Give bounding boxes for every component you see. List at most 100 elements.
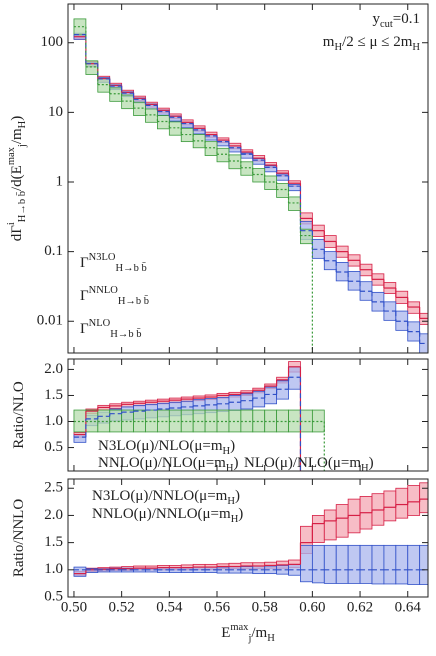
uncertainty-band	[216, 139, 230, 147]
uncertainty-band	[168, 121, 182, 136]
y-tick-label: 2.0	[44, 361, 63, 377]
uncertainty-band	[121, 94, 134, 110]
uncertainty-band	[407, 544, 421, 585]
y-tick-label: 1.0	[44, 561, 63, 577]
text-part: H	[334, 42, 342, 53]
text-part: m	[323, 34, 335, 50]
uncertainty-band	[109, 87, 123, 102]
uncertainty-band	[395, 544, 409, 585]
text-part: =0.1	[393, 11, 420, 27]
text-part: j	[247, 633, 251, 644]
text-part: NNLO(μ)/NNLO(μ=m	[92, 506, 231, 522]
text-part: N3LO	[89, 252, 116, 263]
text-part: N3LO(μ)/NLO(μ=m	[98, 438, 223, 454]
text-part: dΓ	[9, 225, 25, 242]
uncertainty-band	[371, 544, 385, 585]
text-part: H	[226, 463, 234, 474]
uncertainty-band	[73, 434, 87, 443]
uncertainty-band	[276, 183, 289, 198]
plot-area	[73, 361, 325, 471]
frame	[67, 3, 429, 354]
text-part: H→b b̄	[116, 262, 147, 274]
text-part: max	[230, 622, 249, 633]
annotation: mH/2 ≤ μ ≤ 2mH	[323, 34, 421, 53]
uncertainty-band	[240, 161, 254, 176]
text-part: NLO(μ)/NLO(μ=m	[244, 455, 361, 471]
y-tick-label: 1.5	[44, 534, 63, 550]
x-tick-label: 0.60	[299, 599, 325, 615]
text-part: NLO	[89, 318, 111, 329]
legend-entry: N3LO(μ)/NLO(μ=mH)	[98, 438, 235, 457]
uncertainty-band	[347, 544, 361, 584]
uncertainty-band	[157, 115, 170, 130]
text-part: H→b b̄	[118, 295, 149, 307]
x-tick-label: 0.58	[252, 599, 278, 615]
text-part: )	[235, 488, 240, 504]
uncertainty-band	[216, 397, 230, 413]
y-tick-label: 0.5	[44, 588, 63, 604]
uncertainty-band	[204, 141, 218, 156]
text-part: Ratio/NLO	[11, 381, 27, 449]
text-part: Γ	[80, 255, 89, 271]
text-part: )	[369, 455, 374, 471]
y-tick-label: 0.5	[44, 439, 63, 455]
uncertainty-band	[300, 544, 313, 583]
text-part: H→b b̄	[16, 191, 28, 222]
y-axis-label: dΓiH→b b̄/d(Emaxj/mH)	[6, 116, 28, 242]
x-tick-label: 0.52	[109, 599, 135, 615]
uncertainty-band	[133, 101, 146, 116]
uncertainty-band	[419, 544, 428, 585]
y-tick-label: 1.0	[44, 413, 63, 429]
x-tick-label: 0.50	[61, 599, 87, 615]
plot-area	[73, 482, 428, 585]
uncertainty-band	[85, 60, 99, 75]
text-part: /2 ≤ μ ≤ 2m	[342, 34, 413, 50]
text-part: E	[221, 625, 230, 641]
uncertainty-band	[276, 380, 289, 400]
uncertainty-band	[264, 386, 278, 405]
y-tick-label: 1.5	[44, 387, 63, 403]
text-part: /d(E	[9, 165, 25, 191]
uncertainty-band	[288, 196, 301, 211]
y-tick-label: 1	[56, 173, 64, 189]
y-axis-label: Ratio/NLO	[11, 381, 27, 449]
text-part: cut	[380, 19, 393, 30]
frame	[67, 358, 429, 472]
legend-entry: NLO(μ)/NLO(μ=mH)	[244, 455, 374, 474]
text-part: H	[267, 633, 275, 644]
uncertainty-band	[216, 147, 230, 163]
text-part: /m	[9, 128, 25, 144]
x-axis-label: Emaxj/mH	[221, 622, 275, 644]
y-tick-label: 100	[41, 34, 64, 50]
y-axis-label: Ratio/NNLO	[11, 499, 27, 577]
uncertainty-band	[383, 490, 397, 522]
text-part: NNLO	[89, 285, 119, 296]
uncertainty-band	[145, 108, 158, 123]
text-part: )	[230, 438, 235, 454]
uncertainty-band	[395, 487, 409, 519]
text-part: H	[17, 120, 28, 128]
text-part: Γ	[80, 288, 89, 304]
uncertainty-band	[288, 184, 301, 192]
text-part: Ratio/NNLO	[11, 499, 27, 577]
text-part: i	[6, 222, 17, 225]
text-part: )	[238, 506, 243, 522]
x-tick-label: 0.56	[204, 599, 231, 615]
text-part: H	[227, 496, 235, 507]
uncertainty-band	[323, 544, 337, 584]
text-part: H	[412, 42, 420, 53]
y-tick-label: 0.1	[44, 243, 63, 259]
uncertainty-band	[311, 544, 325, 584]
text-part: H→b b̄	[110, 328, 141, 340]
uncertainty-band	[264, 165, 278, 173]
uncertainty-band	[419, 482, 428, 514]
x-tick-label: 0.54	[156, 599, 183, 615]
uncertainty-band	[323, 509, 337, 541]
uncertainty-band	[228, 395, 242, 411]
plot-area	[73, 18, 428, 353]
annotation: ycut=0.1	[372, 11, 420, 30]
uncertainty-band	[228, 145, 242, 153]
uncertainty-band	[252, 168, 266, 183]
